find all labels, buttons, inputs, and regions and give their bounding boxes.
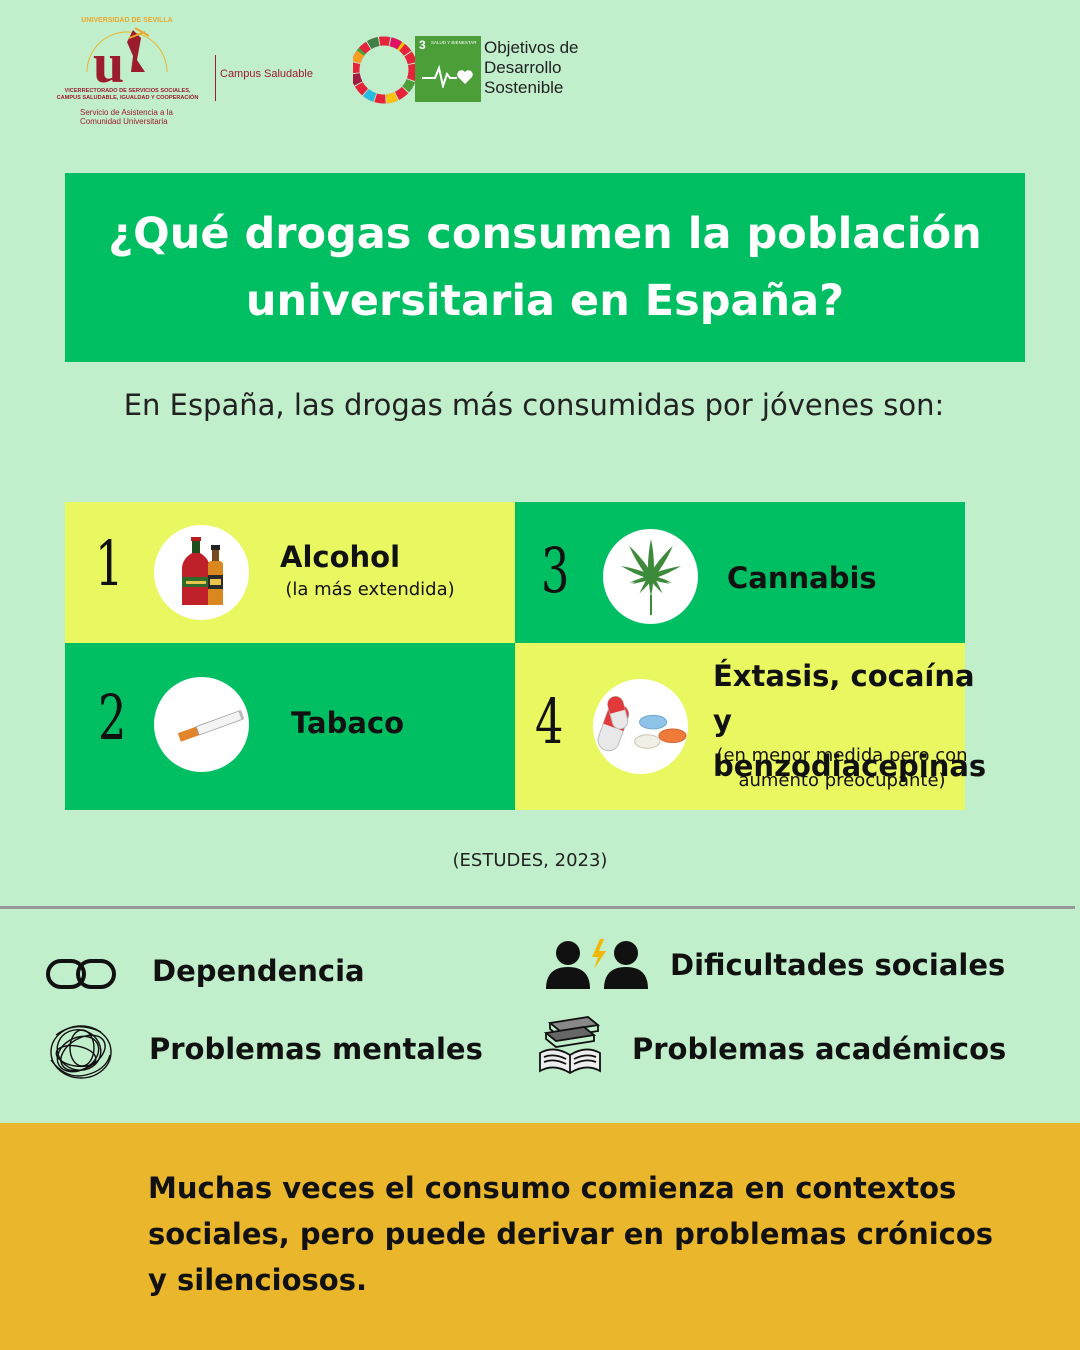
drug-rank: 3 (541, 534, 570, 607)
alcohol-icon-circle (154, 525, 249, 620)
footer-message: Muchas veces el consumo comienza en cont… (148, 1171, 994, 1297)
drug-name: Éxtasis, cocaína y benzodiacepinas (713, 654, 986, 789)
drug-note-line2: aumento preocupante) (738, 770, 946, 791)
sdg3-badge: 3 SALUD Y BIENESTAR (415, 36, 481, 102)
title-banner: ¿Qué drogas consumen la población univer… (65, 173, 1025, 362)
cannabis-icon-circle (603, 529, 698, 624)
drug-card-tabaco: 2 Tabaco (65, 643, 515, 810)
footer-banner: Muchas veces el consumo comienza en cont… (0, 1123, 1080, 1350)
logo-divider (215, 55, 216, 101)
svg-text:UNIVERSIDAD DE SEVILLA: UNIVERSIDAD DE SEVILLA (81, 17, 172, 24)
university-service: Servicio de Asistencia a la Comunidad Un… (80, 108, 173, 126)
sdg-number: 3 (419, 38, 426, 52)
universidad-seal-icon: UNIVERSIDAD DE SEVILLA u (81, 17, 172, 90)
drug-rank: 1 (95, 527, 124, 600)
drug-note: (en menor medida pero con aumento preocu… (707, 743, 977, 793)
pills-icon-circle (593, 679, 688, 774)
drug-rank: 2 (98, 681, 127, 754)
drug-note: (la más extendida) (285, 579, 455, 600)
consequence-problemas-mentales: Problemas mentales (149, 1032, 483, 1066)
divider (0, 906, 1075, 909)
people-conflict-icon (546, 939, 648, 989)
cannabis-leaf-icon (620, 538, 681, 615)
cigarette-icon (177, 709, 245, 742)
drug-name: Cannabis (727, 561, 877, 595)
drug-name: Tabaco (291, 706, 405, 740)
drug-name-line2: benzodiacepinas (713, 749, 987, 783)
drug-card-extasis: 4 Éxtasis, cocaína y benzodiacepinas (en… (515, 643, 986, 810)
books-icon (539, 1016, 601, 1075)
page-title: ¿Qué drogas consumen la población univer… (108, 208, 982, 326)
header-logos: UNIVERSIDAD DE SEVILLA u VICERRECTORADO … (40, 10, 640, 135)
chain-link-icon (46, 959, 116, 989)
university-line-1: VICERRECTORADO DE SERVICIOS SOCIALES, (64, 88, 191, 94)
alcohol-bottles-icon (181, 536, 223, 605)
drug-card-alcohol: 1 Alcohol (la más extendida) (65, 502, 515, 643)
subtitle: En España, las drogas más consumidas por… (123, 388, 945, 422)
campus-saludable-label: Campus Saludable (220, 68, 313, 80)
consequence-problemas-academicos: Problemas académicos (632, 1032, 1007, 1066)
drug-name: Alcohol (280, 540, 401, 574)
drug-name-line1: Éxtasis, cocaína y (713, 659, 975, 738)
drug-rank: 4 (535, 685, 564, 758)
heartbeat-icon (422, 64, 473, 88)
tabaco-icon-circle (154, 677, 249, 772)
universidad-sevilla-logo: UNIVERSIDAD DE SEVILLA u VICERRECTORADO … (40, 10, 215, 130)
drug-note-line1: (en menor medida pero con (716, 745, 968, 766)
consequence-dificultades-sociales: Dificultades sociales (670, 948, 1006, 982)
university-line-2: CAMPUS SALUDABLE, IGUALDAD Y COOPERACIÓN (56, 95, 199, 101)
consequence-dependencia: Dependencia (152, 954, 365, 988)
pills-icon (597, 695, 687, 751)
source-citation: (ESTUDES, 2023) (452, 850, 608, 871)
svg-text:u: u (93, 33, 124, 90)
sdg-label: SALUD Y BIENESTAR (431, 40, 477, 45)
sdg-wheel-icon (353, 36, 415, 104)
ods-text: Objetivos de Desarrollo Sostenible (484, 38, 579, 97)
tangled-scribble-icon (50, 1025, 112, 1079)
drug-card-cannabis: 3 Cannabis (515, 502, 965, 643)
